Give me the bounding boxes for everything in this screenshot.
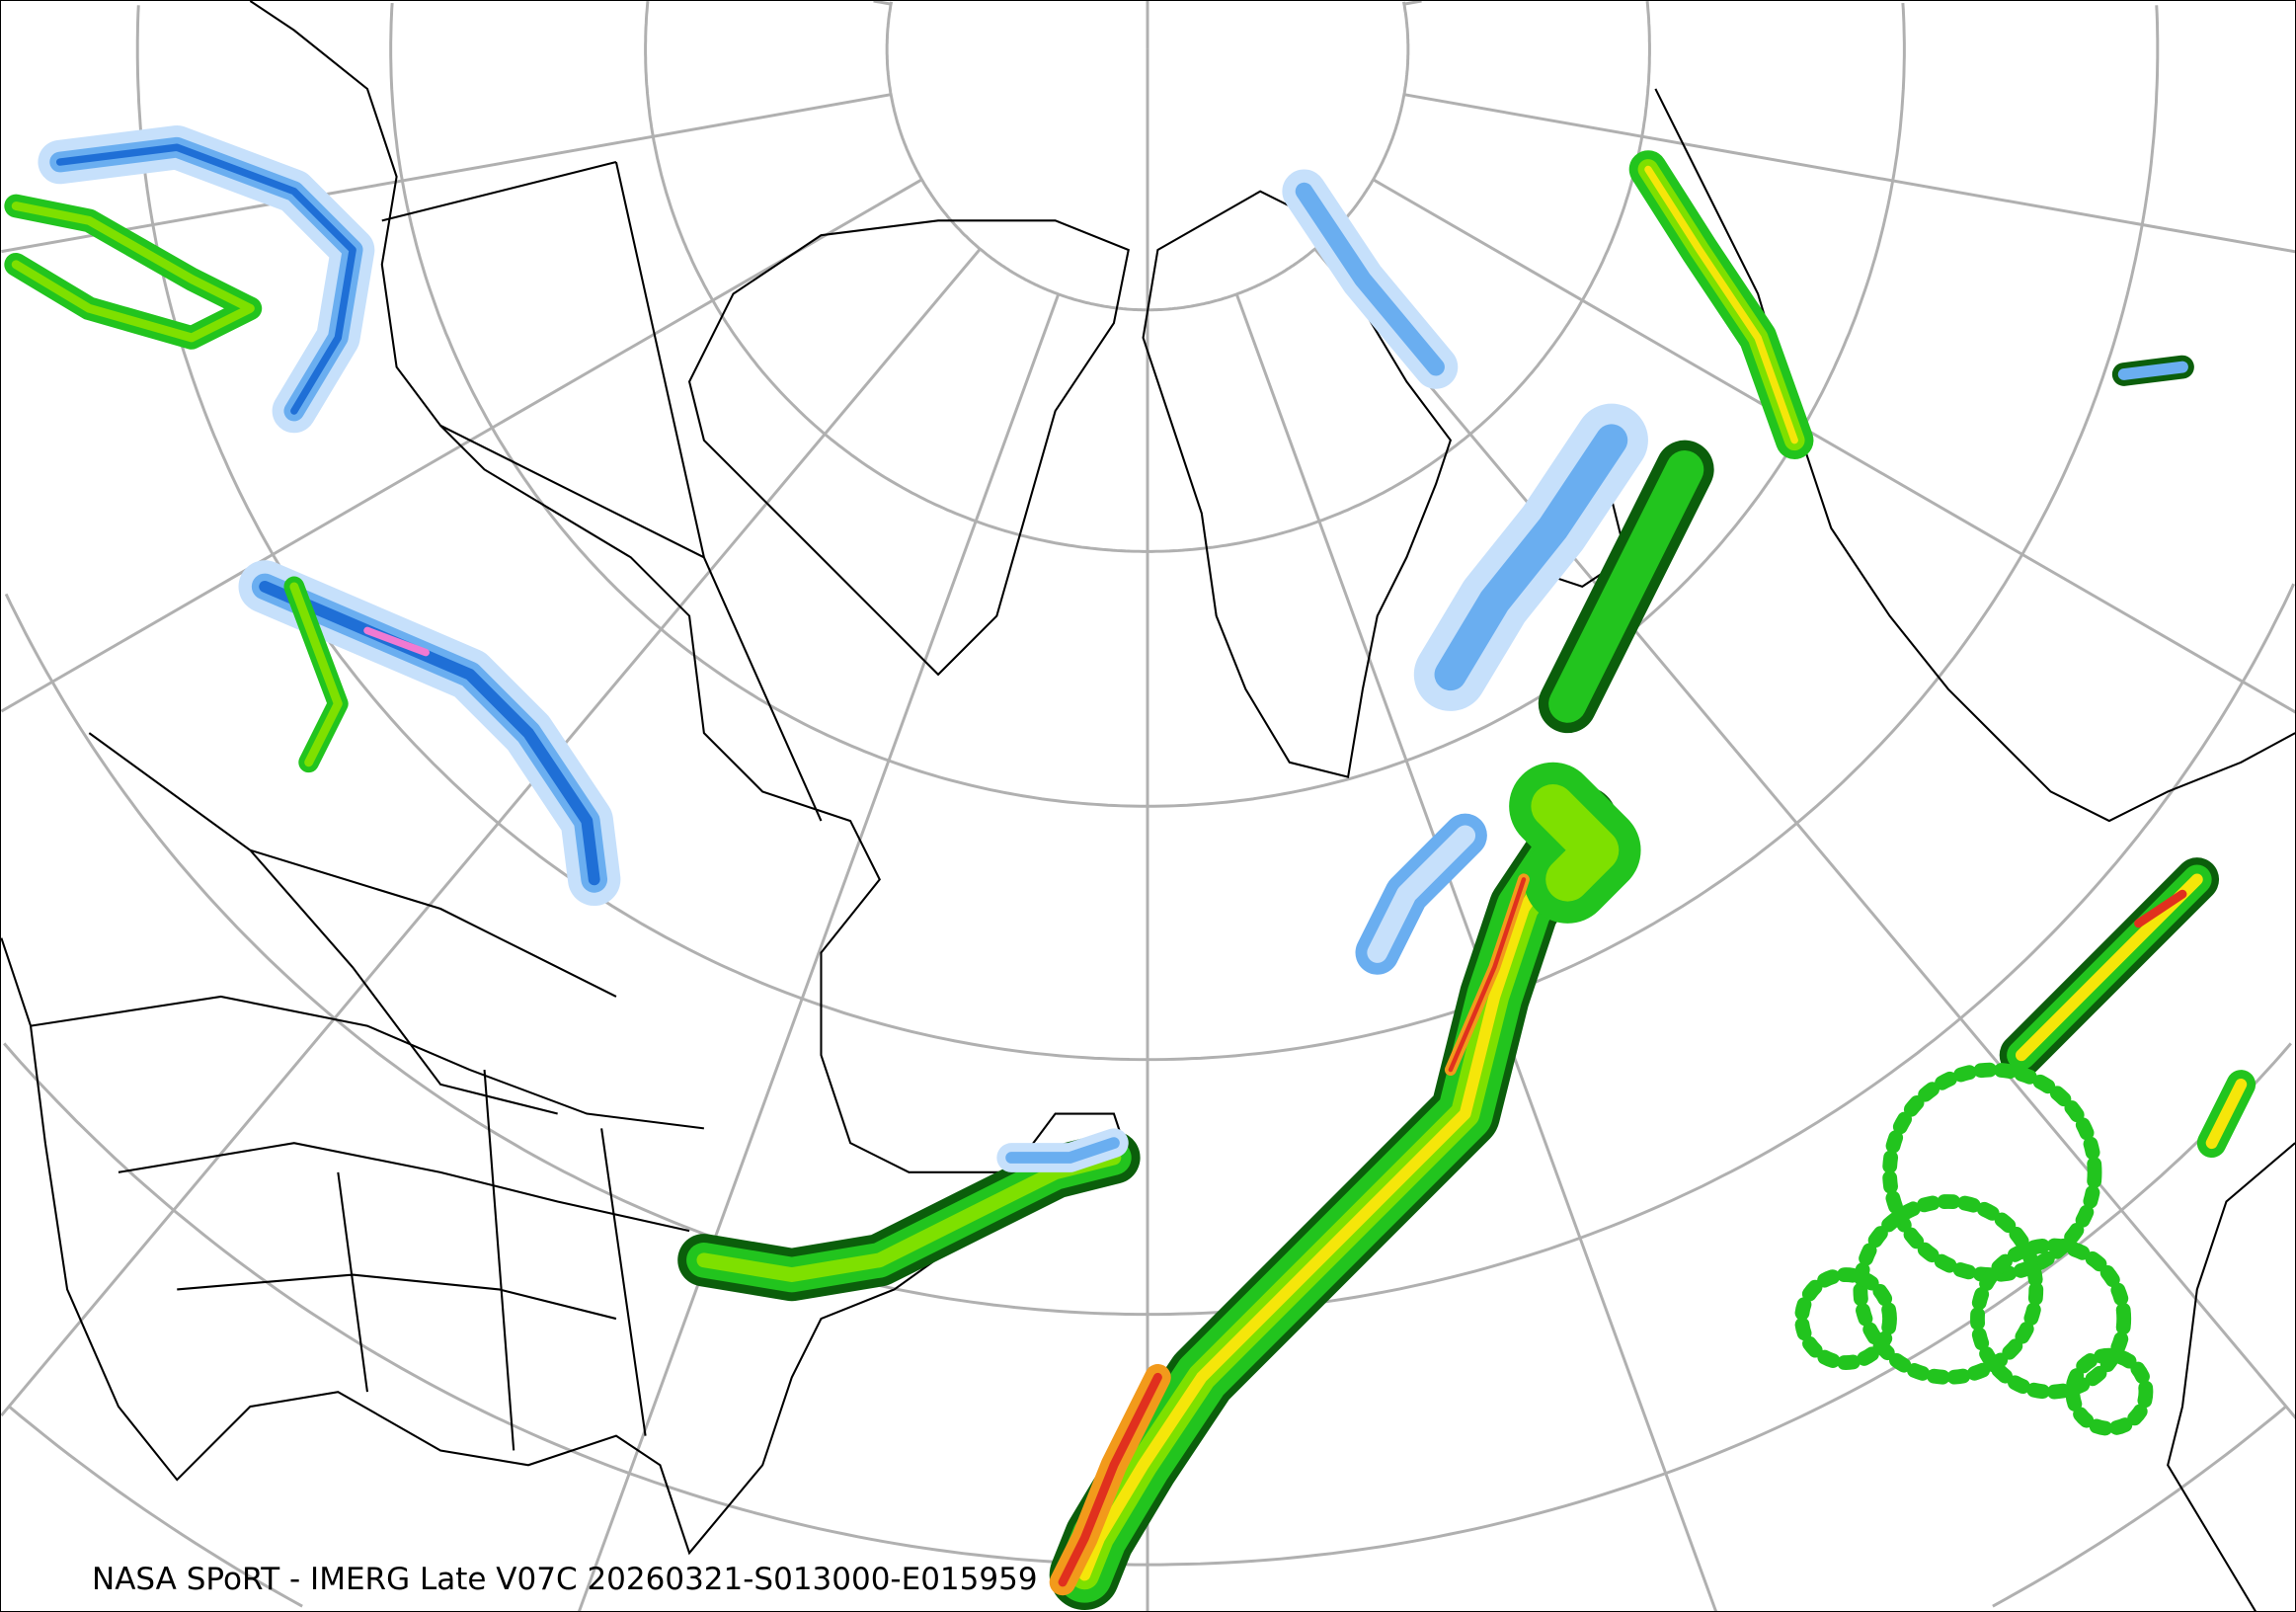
south-atlantic-rain [1058, 1372, 1162, 1587]
atlantic-frontal-rain-band [1078, 815, 1589, 1581]
us-states [30, 995, 705, 1451]
meridian-line [578, 293, 1061, 1611]
latitude-circle [885, 1, 1410, 312]
greenland-coastline [1142, 190, 1453, 778]
meridian-line [1403, 1, 1422, 6]
iberia-storm-rain-spiral [2065, 1347, 2154, 1436]
iberia-storm-rain-spiral [1853, 1194, 2044, 1385]
latitude-circle [389, 2, 1906, 808]
meridian-line [1372, 178, 2295, 714]
meridian-line [873, 1, 892, 6]
eastern-europe-rain [2117, 361, 2188, 380]
atlantic-low-snow [1367, 825, 1476, 963]
africa-coast-rain [2205, 1078, 2248, 1150]
iberia-storm-rain-spiral [1794, 1267, 1897, 1370]
latitude-circle [644, 1, 1651, 553]
precipitation-overlay [4, 124, 2256, 1611]
canada-provinces [88, 161, 823, 1115]
latitude-circle [8, 1405, 2287, 1608]
latitude-circle [3, 1042, 2292, 1567]
meridian-line [1, 248, 982, 1416]
denmark-strait-snow [1434, 424, 1628, 691]
map-caption: NASA SPoRT - IMERG Late V07C 20260321-S0… [92, 1562, 1038, 1597]
pacific-nw-mixed [363, 626, 430, 657]
alaska-snow-swirl [55, 143, 356, 415]
norway-rain-band [1644, 165, 1798, 444]
pacific-nw-rain [289, 582, 343, 767]
bering-rain-swirl [11, 202, 255, 343]
europe-coastline [1654, 88, 2295, 823]
meridian-line [1, 93, 892, 254]
arctic-islands-coastline [687, 219, 1130, 677]
atlantic-rain-core [1448, 877, 1527, 1073]
meridian-line [1403, 93, 2295, 254]
east-mediterranean-core [2134, 889, 2187, 928]
meridian-line [1313, 248, 2295, 1419]
north-america-coastline [1, 1, 1131, 1556]
africa-coastline [2167, 1142, 2295, 1611]
iceland-rain [1548, 450, 1704, 723]
pacific-nw-snow-band [259, 580, 600, 886]
atlantic-low-head [1531, 784, 1620, 902]
nova-scotia-snow [1005, 1137, 1120, 1164]
iberia-storm-rain-spiral [1970, 1238, 2132, 1400]
greenland-east-snow [1295, 182, 1445, 376]
